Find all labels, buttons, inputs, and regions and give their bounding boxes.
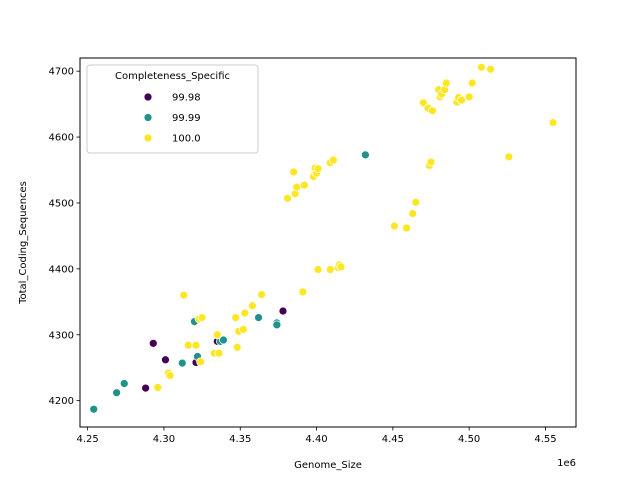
x-axis-ticks: 4.25 4.30 4.35 4.40 4.45 4.50 4.55 [76,427,557,445]
data-point [212,330,222,340]
data-point [153,383,163,392]
y-tick-label: 4500 [49,198,74,209]
data-point [232,342,242,352]
data-point [231,313,241,322]
data-point [313,164,323,174]
data-point [148,338,158,348]
y-axis-ticks: 4200 4300 4400 4500 4600 4700 [49,67,80,407]
y-tick-label: 4700 [49,67,74,78]
data-point [292,182,302,192]
data-point [240,308,250,318]
data-points [89,62,558,414]
legend-title: Completeness_Specific [115,71,230,82]
data-point [336,262,346,272]
data-point [457,95,466,105]
x-tick-label: 4.40 [305,434,327,445]
legend-label: 100.0 [172,134,201,145]
data-point [119,379,129,388]
y-tick-label: 4600 [49,133,74,144]
data-point [486,64,495,74]
legend: Completeness_Specific 99.98 99.99 100.0 [86,64,259,154]
legend-marker [143,133,153,143]
data-point [238,325,248,334]
data-point [161,355,170,365]
data-point [477,62,486,72]
data-point [272,320,282,330]
data-point [313,265,323,274]
data-point [289,167,299,177]
legend-label: 99.98 [172,93,201,104]
data-point [89,404,99,414]
y-tick-label: 4400 [49,264,74,275]
data-point [183,340,193,350]
data-point [257,290,266,299]
data-point [177,358,187,368]
data-point [464,92,474,102]
data-point [112,388,122,398]
x-axis-title: Genome_Size [294,460,362,471]
data-point [191,340,201,350]
legend-box [86,64,259,154]
data-point [325,265,335,274]
data-point [467,78,477,88]
data-point [179,290,189,300]
legend-label: 99.99 [172,113,201,124]
data-point [328,155,338,165]
data-point [361,150,370,160]
legend-marker [143,113,153,122]
x-axis-offset-label: 1e6 [557,458,576,469]
data-point [278,306,288,316]
data-point [428,106,437,116]
plot-frame [79,57,577,428]
data-point [441,78,451,88]
data-point [165,371,175,380]
data-point [299,180,309,190]
legend-marker [143,92,153,102]
y-axis-title: Total_Coding_Sequences [18,181,29,305]
data-point [254,313,263,322]
y-tick-label: 4300 [49,330,74,341]
data-point [390,221,399,231]
x-tick-label: 4.55 [534,434,556,445]
data-point [283,193,292,203]
x-tick-label: 4.25 [76,434,98,445]
data-point [219,335,228,345]
x-tick-label: 4.45 [382,434,404,445]
data-point [402,223,411,233]
data-point [411,197,421,207]
data-point [197,313,207,322]
data-point [141,383,150,393]
x-tick-label: 4.50 [458,434,480,445]
x-tick-label: 4.35 [229,434,251,445]
legend-entries: 99.98 99.99 100.0 [143,92,201,145]
data-point [426,157,436,167]
data-point [548,118,558,127]
data-point [504,152,514,162]
y-tick-label: 4200 [49,396,74,407]
data-point [408,209,418,218]
x-tick-label: 4.30 [153,434,175,445]
data-point [248,301,257,311]
data-point [298,287,308,297]
data-point [196,357,205,367]
data-point [214,348,224,358]
